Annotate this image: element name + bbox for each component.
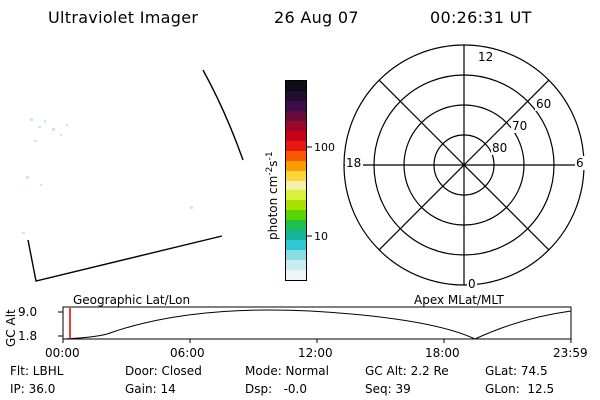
info-seq: Seq: 39 [365, 382, 411, 396]
app-title: Ultraviolet Imager [48, 8, 199, 27]
polar-diagonal-2 [378, 79, 550, 251]
x-tick-label-0600: 06:00 [170, 346, 205, 360]
info-glon: GLon: 12.5 [485, 382, 555, 396]
polar-mlt-label-12: 12 [478, 50, 493, 64]
colorbar-segment [286, 90, 306, 101]
colorbar-segment [286, 170, 306, 181]
colorbar-tick-label-10: 10 [314, 230, 328, 243]
y-tick-label-1-8: 1.8 [18, 329, 37, 343]
y-tick-label-9: 9.0 [18, 305, 37, 319]
info-mode: Mode: Normal [245, 364, 329, 378]
info-filter: Flt: LBHL [10, 364, 64, 378]
colorbar-segment [286, 250, 306, 261]
x-tick-label-0000: 00:00 [45, 346, 80, 360]
colorbar-segment [286, 230, 306, 241]
colorbar-segment [286, 210, 306, 221]
colorbar-segment [286, 130, 306, 141]
colorbar-segment [286, 120, 306, 131]
polar-lat-label-80: 80 [492, 141, 507, 155]
image-footprint-outline [27, 69, 244, 282]
colorbar-segment [286, 180, 306, 191]
colorbar-segment [286, 110, 306, 121]
colorbar-tick-label-100: 100 [314, 141, 335, 154]
polar-ring-60 [373, 74, 555, 256]
colorbar-segment [286, 100, 306, 111]
colorbar-segment [286, 160, 306, 171]
x-tick-label-1800: 18:00 [425, 346, 460, 360]
polar-ring-80 [433, 134, 495, 196]
timeline-ylabel: GC Alt [4, 309, 18, 347]
polar-mlt-label-18: 18 [346, 156, 361, 170]
info-gc-alt: GC Alt: 2.2 Re [365, 364, 449, 378]
info-door: Door: Closed [125, 364, 202, 378]
polar-mlt-label-0: 0 [468, 277, 476, 291]
info-dsp: Dsp: -0.0 [245, 382, 308, 396]
info-ip: IP: 36.0 [10, 382, 56, 396]
polar-diagonal-1 [378, 79, 550, 251]
faint-emission-speckles [22, 118, 193, 234]
colorbar-segment [286, 140, 306, 151]
timeline-frame [62, 306, 572, 340]
colorbar-segment [286, 220, 306, 231]
colorbar-segment [286, 260, 306, 271]
polar-ring-outer [343, 44, 585, 286]
colorbar-segment [286, 270, 306, 281]
colorbar-segment [286, 81, 306, 91]
polar-mlt-label-6: 6 [576, 156, 584, 170]
colorbar-unit-label: photon cm-2s-1 [265, 151, 280, 240]
colorbar-segment [286, 240, 306, 251]
timeline-left-title: Geographic Lat/Lon [73, 293, 190, 307]
date-label: 26 Aug 07 [274, 8, 359, 27]
colorbar-segment [286, 190, 306, 201]
colorbar [285, 80, 307, 281]
time-label: 00:26:31 UT [430, 8, 532, 27]
polar-lat-label-60: 60 [536, 97, 551, 111]
polar-ring-70 [403, 104, 525, 226]
timeline-right-title: Apex MLat/MLT [414, 293, 504, 307]
info-glat: GLat: 74.5 [485, 364, 548, 378]
colorbar-segment [286, 200, 306, 211]
altitude-curve [64, 309, 572, 340]
polar-lat-label-70: 70 [512, 119, 527, 133]
colorbar-segment [286, 150, 306, 161]
x-tick-label-2359: 23:59 [553, 346, 588, 360]
x-tick-label-1200: 12:00 [298, 346, 333, 360]
info-gain: Gain: 14 [125, 382, 176, 396]
